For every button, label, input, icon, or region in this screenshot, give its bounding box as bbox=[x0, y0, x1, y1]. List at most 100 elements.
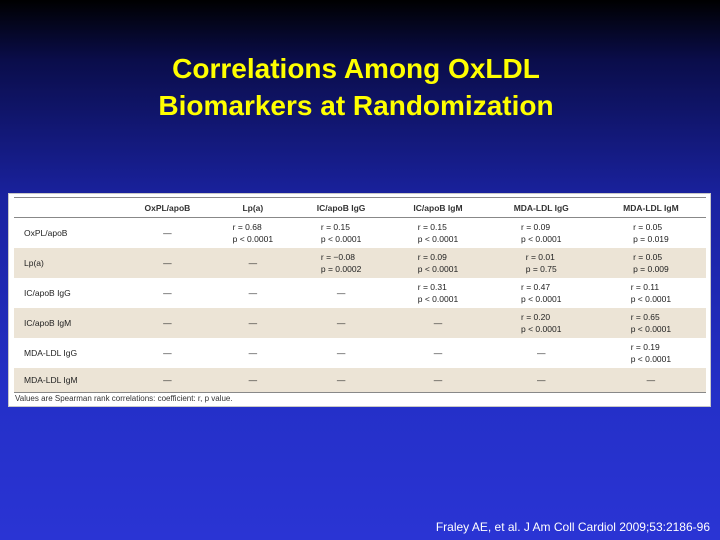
table-cell: — bbox=[487, 338, 596, 368]
cell-content: r = 0.31 p < 0.0001 bbox=[418, 281, 458, 305]
row-header: OxPL/apoB bbox=[24, 228, 68, 238]
column-header: IC/apoB IgM bbox=[389, 197, 487, 218]
cell-r-value: — bbox=[433, 375, 443, 385]
cell-content: — bbox=[249, 347, 258, 359]
table-cell: — bbox=[122, 368, 213, 393]
cell-r-value: r = 0.19 bbox=[630, 342, 660, 352]
cell-r-value: r = −0.08 bbox=[320, 252, 355, 262]
cell-r-value: — bbox=[336, 318, 346, 328]
cell-r-value: r = 0.11 bbox=[630, 282, 660, 292]
cell-r-value: r = 0.15 bbox=[417, 222, 447, 232]
row-header: MDA-LDL IgM bbox=[14, 368, 122, 393]
column-header: OxPL/apoB bbox=[122, 197, 213, 218]
table-cell: r = 0.47 p < 0.0001 bbox=[487, 278, 596, 308]
cell-content: — bbox=[249, 257, 258, 269]
table-cell: — bbox=[122, 338, 213, 368]
cell-r-value: r = 0.15 bbox=[320, 222, 350, 232]
cell-p-value: p < 0.0001 bbox=[521, 324, 562, 334]
cell-r-value: — bbox=[433, 348, 443, 358]
table-cell: — bbox=[122, 248, 213, 278]
cell-content: r = 0.65 p < 0.0001 bbox=[631, 311, 671, 335]
row-header: MDA-LDL IgG bbox=[24, 348, 78, 358]
cell-content: — bbox=[249, 317, 258, 329]
table-cell: — bbox=[213, 338, 293, 368]
table-row: MDA-LDL IgG — — — — — r = 0.19 p < 0.0001 bbox=[14, 338, 706, 368]
table-cell: — bbox=[292, 368, 390, 393]
cell-p-value: p < 0.0001 bbox=[417, 294, 459, 304]
table-cell: — bbox=[293, 338, 389, 368]
table-cell: — bbox=[595, 368, 706, 393]
correlation-table-panel: OxPL/apoB Lp(a) IC/apoB IgG IC/apoB IgM MDA-… bbox=[8, 193, 711, 407]
cell-content: — bbox=[249, 374, 258, 386]
cell-r-value: r = 0.01 bbox=[525, 252, 555, 262]
row-header: Lp(a) bbox=[14, 248, 122, 278]
table-cell: r = 0.09 p < 0.0001 bbox=[389, 248, 487, 278]
cell-r-value: — bbox=[163, 228, 172, 238]
column-header: Lp(a) bbox=[212, 197, 293, 218]
table-cell: — bbox=[212, 308, 293, 338]
cell-content: — bbox=[163, 374, 172, 386]
column-header: MDA-LDL IgM bbox=[595, 197, 706, 218]
cell-content: — bbox=[163, 317, 172, 329]
cell-content: r = 0.15 p < 0.0001 bbox=[418, 221, 458, 245]
cell-content: — bbox=[434, 347, 443, 359]
cell-content: r = 0.11 p < 0.0001 bbox=[631, 281, 671, 305]
table-cell: — bbox=[213, 278, 293, 308]
cell-content: r = 0.01 p = 0.75 bbox=[526, 251, 557, 275]
row-header: IC/apoB IgG bbox=[24, 288, 71, 298]
cell-r-value: r = 0.47 bbox=[521, 282, 551, 292]
cell-content: — bbox=[337, 287, 346, 299]
cell-content: — bbox=[337, 374, 346, 386]
table-footnote: Values are Spearman rank correlations: c… bbox=[15, 394, 233, 403]
cell-r-value: r = 0.68 bbox=[232, 222, 262, 232]
table-cell: r = 0.15 p < 0.0001 bbox=[293, 218, 389, 249]
cell-content: — bbox=[163, 347, 172, 359]
cell-p-value: p = 0.019 bbox=[633, 234, 669, 244]
cell-content: r = 0.20 p < 0.0001 bbox=[521, 311, 561, 335]
cell-r-value: r = 0.65 bbox=[630, 312, 660, 322]
cell-p-value: p < 0.0001 bbox=[630, 354, 672, 364]
cell-r-value: — bbox=[248, 318, 258, 328]
citation: Fraley AE, et al. J Am Coll Cardiol 2009… bbox=[435, 520, 710, 534]
table-cell: — bbox=[292, 308, 390, 338]
table-cell: r = 0.15 p < 0.0001 bbox=[389, 218, 486, 249]
cell-content: r = 0.47 p < 0.0001 bbox=[521, 281, 561, 305]
table-cell: — bbox=[122, 308, 213, 338]
column-header-blank bbox=[14, 197, 122, 218]
cell-p-value: p = 0.75 bbox=[525, 264, 557, 274]
cell-p-value: p < 0.0001 bbox=[521, 294, 562, 304]
cell-r-value: — bbox=[163, 348, 172, 358]
cell-r-value: — bbox=[536, 375, 546, 385]
cell-content: r = 0.05 p = 0.009 bbox=[633, 251, 669, 275]
cell-content: — bbox=[337, 317, 346, 329]
cell-p-value: p < 0.0001 bbox=[232, 234, 274, 244]
cell-content: — bbox=[537, 347, 546, 359]
cell-r-value: — bbox=[336, 288, 346, 298]
cell-r-value: r = 0.05 bbox=[633, 252, 663, 262]
cell-content: r = 0.05 p = 0.019 bbox=[633, 221, 669, 245]
table-row: IC/apoB IgG — — — r = 0.31 p < 0.0001 r = 0.47… bbox=[14, 278, 706, 308]
table-cell: — bbox=[486, 368, 596, 393]
cell-r-value: — bbox=[646, 375, 656, 385]
cell-r-value: — bbox=[248, 258, 258, 268]
cell-content: r = 0.68 p < 0.0001 bbox=[233, 221, 273, 245]
slide-title-line1: Correlations Among OxLDL bbox=[172, 53, 540, 84]
cell-r-value: — bbox=[163, 258, 172, 268]
cell-r-value: — bbox=[248, 288, 258, 298]
cell-content: — bbox=[537, 374, 546, 386]
cell-p-value: p < 0.0001 bbox=[630, 324, 672, 334]
table-cell: r = 0.01 p = 0.75 bbox=[486, 248, 596, 278]
cell-r-value: r = 0.31 bbox=[417, 282, 447, 292]
cell-p-value: p < 0.0001 bbox=[417, 234, 459, 244]
correlation-table: OxPL/apoB Lp(a) IC/apoB IgG IC/apoB IgM MDA-… bbox=[14, 197, 706, 393]
table-cell: r = 0.31 p < 0.0001 bbox=[389, 278, 486, 308]
table-cell: r = 0.68 p < 0.0001 bbox=[213, 218, 293, 249]
cell-content: — bbox=[434, 317, 443, 329]
cell-r-value: — bbox=[163, 375, 172, 385]
cell-r-value: — bbox=[536, 348, 546, 358]
cell-content: — bbox=[249, 287, 258, 299]
cell-r-value: — bbox=[336, 348, 346, 358]
cell-r-value: r = 0.09 bbox=[417, 252, 447, 262]
cell-r-value: — bbox=[248, 348, 258, 358]
cell-p-value: p < 0.0001 bbox=[320, 234, 362, 244]
